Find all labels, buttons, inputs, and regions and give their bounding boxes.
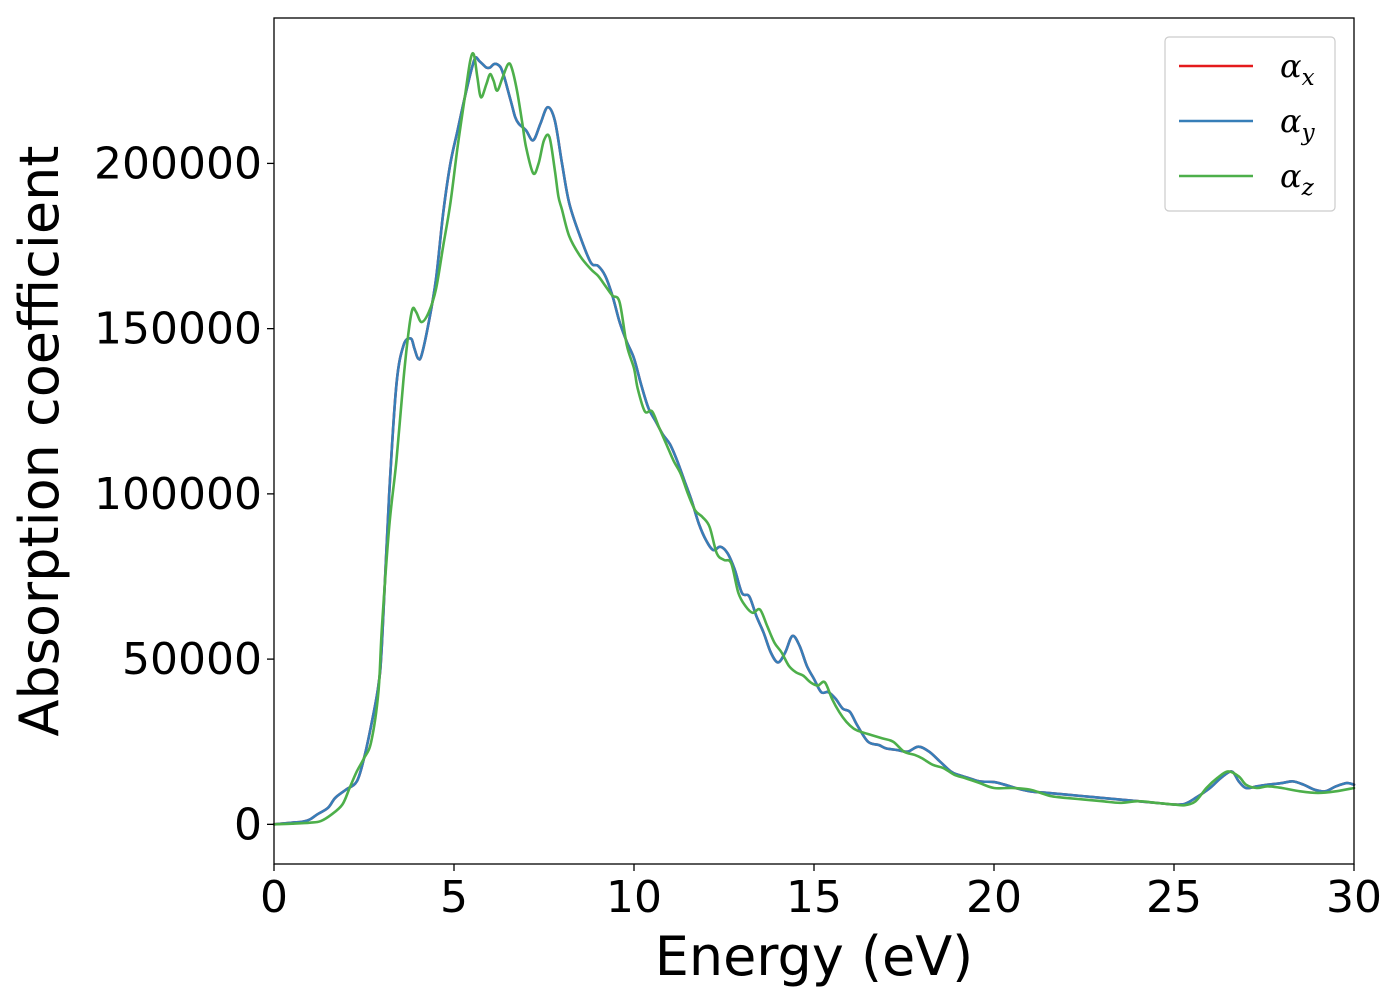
x-axis-label: Energy (eV) <box>655 925 974 988</box>
x-tick-label: 5 <box>440 872 468 923</box>
y-tick-label: 200000 <box>94 138 262 189</box>
legend-label-x: αx <box>1280 47 1315 91</box>
legend: αx αy αz <box>1164 36 1336 212</box>
x-tick-label: 30 <box>1326 872 1382 923</box>
y-tick-label: 0 <box>234 799 262 850</box>
x-axis-ticks: 0 5 10 15 20 25 30 <box>260 864 1382 923</box>
x-tick-label: 0 <box>260 872 288 923</box>
y-tick-label: 150000 <box>94 304 262 355</box>
y-tick-label: 50000 <box>122 634 262 685</box>
x-tick-label: 10 <box>606 872 662 923</box>
legend-label-y: αy <box>1280 102 1316 146</box>
x-tick-label: 25 <box>1146 872 1202 923</box>
y-tick-label: 100000 <box>94 469 262 520</box>
legend-box <box>1164 36 1336 212</box>
y-axis-label: Absorption coefficient <box>8 146 71 737</box>
y-axis-ticks: 0 50000 100000 150000 200000 <box>94 138 274 850</box>
series-layer <box>272 51 1356 826</box>
x-tick-label: 15 <box>786 872 842 923</box>
x-tick-label: 20 <box>966 872 1022 923</box>
series-line-z <box>272 51 1356 826</box>
legend-label-z: αz <box>1280 157 1315 201</box>
